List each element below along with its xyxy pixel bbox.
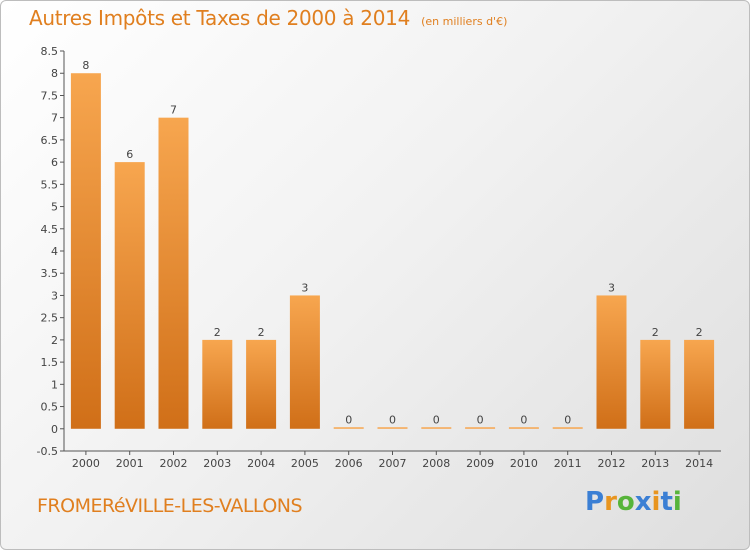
value-label: 2 (652, 326, 659, 339)
x-tick-label: 2001 (116, 457, 144, 470)
y-tick-label: 4 (51, 245, 58, 258)
x-tick-label: 2013 (641, 457, 669, 470)
x-tick-label: 2002 (160, 457, 188, 470)
value-label: 8 (82, 59, 89, 72)
value-label: 7 (170, 104, 177, 117)
x-tick-label: 2014 (685, 457, 713, 470)
bar (465, 427, 496, 429)
bar (596, 295, 627, 429)
title-unit: (en milliers d'€) (421, 15, 508, 28)
x-tick-label: 2006 (335, 457, 363, 470)
y-tick-label: 2.5 (41, 312, 59, 325)
x-tick-label: 2003 (203, 457, 231, 470)
bars (70, 73, 715, 429)
bar (377, 427, 408, 429)
value-label: 0 (345, 413, 352, 426)
value-label: 0 (520, 413, 527, 426)
logo-letter: i (651, 487, 661, 517)
y-tick-label: 8 (51, 67, 58, 80)
proxiti-logo: Proxiti (585, 487, 682, 517)
bar (70, 73, 101, 429)
value-label: 2 (214, 326, 221, 339)
bar (640, 339, 671, 429)
y-tick-label: 5.5 (41, 178, 59, 191)
commune-name: FROMERéVILLE-LES-VALLONS (37, 495, 303, 517)
y-tick-label: -0.5 (37, 445, 58, 458)
value-label: 2 (258, 326, 265, 339)
bar (158, 117, 189, 429)
value-label: 3 (301, 281, 308, 294)
x-tick-label: 2009 (466, 457, 494, 470)
y-tick-label: 8.5 (41, 45, 59, 58)
y-tick-label: 6 (51, 156, 58, 169)
value-label: 2 (696, 326, 703, 339)
y-tick-label: 3 (51, 289, 58, 302)
x-tick-label: 2005 (291, 457, 319, 470)
bar (508, 427, 539, 429)
value-label: 0 (477, 413, 484, 426)
bar (552, 427, 583, 429)
x-tick-label: 2012 (598, 457, 626, 470)
y-tick-label: 5 (51, 201, 58, 214)
value-label: 6 (126, 148, 133, 161)
logo-letter: t (660, 487, 673, 517)
x-tick-label: 2010 (510, 457, 538, 470)
bar (333, 427, 364, 429)
value-label: 0 (433, 413, 440, 426)
bar (246, 339, 277, 429)
y-tick-label: 1.5 (41, 356, 59, 369)
logo-letter: o (616, 487, 635, 517)
x-tick-label: 2007 (379, 457, 407, 470)
bar (114, 162, 145, 429)
x-tick-label: 2000 (72, 457, 100, 470)
y-tick-label: 0 (51, 423, 58, 436)
bar (684, 339, 715, 429)
logo-letter: i (672, 487, 682, 517)
axes: -0.5 0 0.5 1 1.5 2 2.5 3 3.5 4 4.5 5 5.5 6 6.5 7 7.5 8 8.5 (37, 45, 721, 458)
logo-letter: x (634, 487, 652, 517)
y-tick-label: 7 (51, 112, 58, 125)
x-tick-label: 2011 (554, 457, 582, 470)
y-tick-label: 0.5 (41, 401, 59, 414)
logo-letter: r (604, 487, 617, 517)
value-label: 0 (564, 413, 571, 426)
bar (421, 427, 452, 429)
y-tick-label: 6.5 (41, 134, 59, 147)
logo-letter: P (585, 487, 605, 517)
title-main: Autres Impôts et Taxes de 2000 à 2014 (29, 6, 410, 30)
y-tick-label: 7.5 (41, 89, 59, 102)
labels: 8200062001720022200322004320050200602007… (72, 59, 713, 470)
y-tick-label: 3.5 (41, 267, 59, 280)
y-tick-label: 4.5 (41, 223, 59, 236)
value-label: 0 (389, 413, 396, 426)
y-tick-label: 2 (51, 334, 58, 347)
y-tick-label: 1 (51, 378, 58, 391)
bar (289, 295, 320, 429)
x-tick-label: 2004 (247, 457, 275, 470)
x-tick-label: 2008 (422, 457, 450, 470)
chart-title: Autres Impôts et Taxes de 2000 à 2014 (e… (29, 6, 507, 30)
bar (202, 339, 233, 429)
value-label: 3 (608, 281, 615, 294)
